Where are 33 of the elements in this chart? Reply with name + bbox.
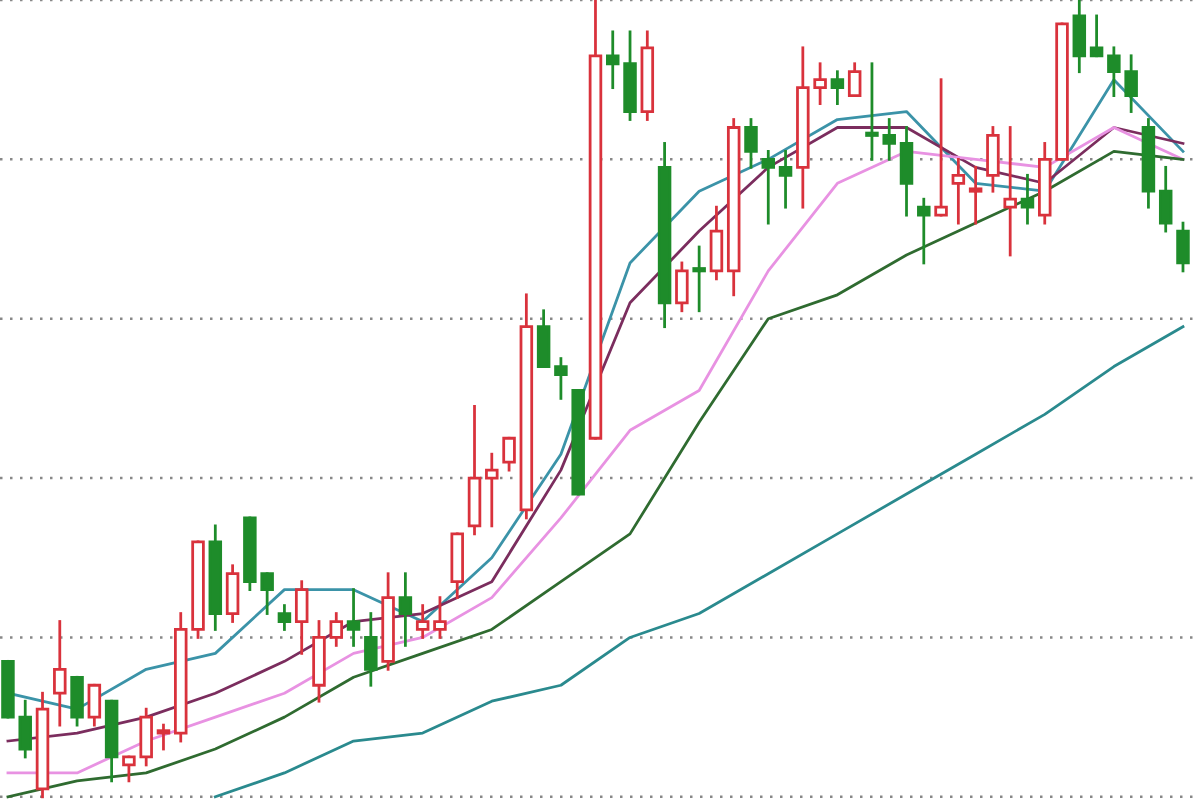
candlestick [225, 564, 240, 623]
candlestick [726, 118, 741, 297]
candlestick [606, 30, 620, 90]
candlestick [830, 70, 845, 105]
candlestick [951, 157, 966, 225]
candlestick [640, 30, 655, 121]
candlestick [1020, 173, 1035, 225]
candlestick [35, 691, 50, 799]
candlestick [485, 452, 499, 528]
candlestick [1003, 126, 1017, 257]
candlestick [53, 620, 67, 727]
candlestick [968, 165, 983, 225]
candlestick [1141, 118, 1156, 209]
candlestick [294, 580, 309, 655]
candlestick [467, 404, 482, 536]
candlestick [519, 293, 534, 520]
candlestick [778, 150, 793, 209]
candlestick [1038, 142, 1052, 225]
candlestick [208, 524, 223, 631]
candlestick [346, 588, 361, 647]
candlestick [917, 197, 931, 265]
candlestick [329, 612, 344, 647]
candlestick [398, 572, 413, 647]
candlestick [761, 150, 776, 225]
candlestick [1158, 165, 1173, 233]
candlestick [415, 604, 430, 639]
candlestick [277, 604, 292, 631]
candlestick [174, 612, 188, 743]
candlestick [657, 142, 672, 329]
candlestick [364, 612, 378, 687]
candlestick [899, 126, 914, 217]
candlestick [1072, 0, 1087, 74]
candlestick [709, 205, 724, 281]
